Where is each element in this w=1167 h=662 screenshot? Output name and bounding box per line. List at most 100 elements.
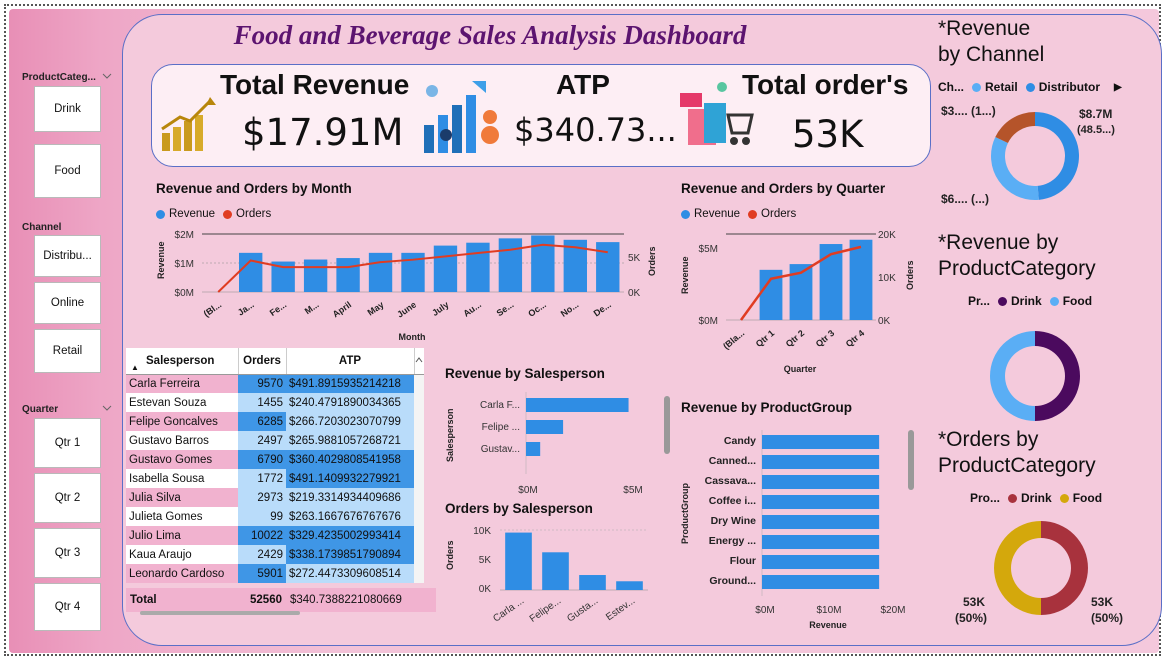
cell-salesperson: Leonardo Cardoso — [126, 564, 238, 583]
revenue-bar — [271, 261, 295, 292]
category-legend: Pr... Drink Food — [968, 294, 1092, 308]
rev-salesperson-chart[interactable]: Salesperson $0M $5M Carla F... Felipe ...… — [440, 392, 670, 496]
table-row[interactable]: Felipe Goncalves 6285 $266.7203023070799 — [126, 412, 424, 431]
table-row[interactable]: Julieta Gomes 99 $263.1667676767676 — [126, 507, 424, 526]
table-row[interactable]: Julia Silva 2973 $219.3314934409686 — [126, 488, 424, 507]
slicer-item-retail[interactable]: Retail — [34, 329, 101, 373]
orders-legend-dot — [223, 209, 233, 219]
slicer-item-distributor[interactable]: Distribu... — [34, 235, 101, 277]
channel-slice — [995, 112, 1035, 144]
column-header-atp[interactable]: ATP — [286, 348, 415, 375]
growth-rocket-icon — [424, 81, 499, 153]
month-left-tick: $1M — [175, 259, 194, 270]
category-slice — [1035, 331, 1080, 421]
sort-ascending-icon: ▲ — [131, 362, 139, 372]
chevron-down-icon[interactable] — [102, 73, 112, 81]
product-group-title: Revenue by ProductGroup — [681, 400, 853, 415]
channel-donut-chart[interactable]: $8.7M (48.5...) $3.... (1...) $6.... (..… — [935, 100, 1135, 210]
product-group-tick: $10M — [816, 605, 841, 616]
food-legend-dot — [1049, 296, 1059, 306]
table-row[interactable]: Kaua Araujo 2429 $338.1739851790894 — [126, 545, 424, 564]
revenue-bar — [789, 264, 813, 320]
table-scroll-up-icon[interactable] — [414, 348, 424, 375]
cell-atp: $263.1667676767676 — [286, 507, 414, 526]
orders-salesperson-chart[interactable]: 10K 5K 0K Orders Carla ... Felipe... Gusta… — [440, 520, 650, 632]
orders-salesperson-tick: 5K — [479, 555, 492, 566]
slicer-item-qtr4[interactable]: Qtr 4 — [34, 583, 101, 631]
product-category-slicer-title: ProductCateg... — [22, 72, 96, 83]
cell-salesperson: Julieta Gomes — [126, 507, 238, 526]
orders-bar — [579, 575, 606, 590]
cell-atp: $272.4473309608514 — [286, 564, 414, 583]
table-scroll-gutter — [414, 412, 424, 431]
orders-donut-label: (50%) — [1091, 611, 1123, 625]
month-tick-label: April — [331, 299, 354, 319]
product-group-chart[interactable]: ProductGroup $0M $10M $20M Revenue Candy… — [676, 430, 916, 634]
quarter-tick-label: (Bla... — [721, 328, 746, 351]
month-chart[interactable]: $2M $1M $0M 5K 0K Revenue Orders Month (… — [150, 224, 670, 354]
slicer-item-online[interactable]: Online — [34, 282, 101, 324]
growth-coins-icon — [161, 97, 216, 151]
distributor-legend-dot — [1025, 82, 1035, 92]
month-tick-label: July — [430, 299, 450, 318]
salesperson-tick-label: Gusta... — [565, 595, 600, 624]
slicer-item-qtr3[interactable]: Qtr 3 — [34, 528, 101, 578]
revenue-legend-dot — [156, 209, 165, 219]
column-header-orders[interactable]: Orders — [238, 348, 287, 375]
table-row[interactable]: Gustavo Gomes 6790 $360.4029808541958 — [126, 450, 424, 469]
table-row[interactable]: Estevan Souza 1455 $240.4791890034365 — [126, 393, 424, 412]
table-total-row: Total 52560 $340.7388221080669 — [126, 588, 436, 612]
column-header-salesperson[interactable]: Salesperson ▲ — [126, 348, 239, 375]
slicer-item-food[interactable]: Food — [34, 144, 101, 198]
month-tick-label: De... — [592, 299, 613, 318]
legend-next-icon[interactable]: ▶ — [1114, 81, 1122, 93]
salesperson-label: Gustav... — [481, 444, 520, 455]
legend-distributor: Distributor — [1038, 80, 1101, 94]
month-tick-label: Se... — [495, 299, 516, 318]
cell-salesperson: Kaua Araujo — [126, 545, 238, 564]
total-revenue-value: $17.91M — [242, 111, 404, 154]
month-tick-label: Au... — [461, 299, 483, 318]
shopping-cart-icon — [680, 82, 754, 145]
cell-atp: $360.4029808541958 — [286, 450, 414, 469]
salesperson-table[interactable]: Salesperson ▲ Orders ATP Carla Ferreira 95… — [126, 348, 424, 583]
orders-donut-chart[interactable]: 53K (50%) 53K (50%) — [935, 518, 1135, 632]
quarter-tick-label: Qtr 1 — [754, 328, 777, 349]
total-atp: $340.7388221080669 — [290, 594, 402, 606]
legend-revenue: Revenue — [169, 208, 216, 220]
month-ylabel: Revenue — [156, 241, 166, 279]
rev-salesperson-scrollbar[interactable] — [664, 396, 670, 454]
category-donut-chart[interactable] — [985, 326, 1085, 426]
quarter-right-tick: 0K — [878, 316, 891, 327]
quarter-chart[interactable]: $5M $0M 20K 10K 0K Revenue Orders Quarte… — [676, 224, 926, 376]
table-row[interactable]: Gustavo Barros 2497 $265.9881057268721 — [126, 431, 424, 450]
table-scroll-gutter — [414, 393, 424, 412]
table-scroll-gutter — [414, 564, 424, 583]
table-horizontal-scrollbar[interactable] — [140, 611, 300, 615]
table-row[interactable]: Carla Ferreira 9570 $491.8915935214218 — [126, 374, 424, 393]
cell-orders: 1772 — [238, 469, 286, 488]
revenue-bar — [762, 455, 880, 469]
product-group-label: Cassava... — [705, 475, 756, 487]
legend-drink: Drink — [1021, 491, 1052, 505]
cell-orders: 2429 — [238, 545, 286, 564]
kpi-card: Total Revenue $17.91M ATP $340.73... Tot… — [151, 64, 931, 167]
cell-orders: 6285 — [238, 412, 286, 431]
slicer-item-qtr1[interactable]: Qtr 1 — [34, 418, 101, 468]
revenue-bar — [762, 475, 880, 489]
revenue-bar — [762, 515, 880, 529]
quarter-xlabel: Quarter — [784, 364, 817, 374]
revenue-bar — [526, 420, 564, 434]
rev-salesperson-ylabel: Salesperson — [445, 408, 455, 462]
orders-salesperson-tick: 10K — [473, 526, 491, 537]
product-group-scrollbar[interactable] — [908, 430, 914, 490]
slicer-item-qtr2[interactable]: Qtr 2 — [34, 473, 101, 523]
table-row[interactable]: Leonardo Cardoso 5901 $272.4473309608514 — [126, 564, 424, 583]
chevron-down-icon[interactable] — [102, 405, 112, 413]
orders-bar — [542, 552, 569, 590]
table-row[interactable]: Julio Lima 10022 $329.4235002993414 — [126, 526, 424, 545]
channel-slice — [991, 136, 1039, 200]
channel-slice — [1035, 112, 1079, 200]
table-row[interactable]: Isabella Sousa 1772 $491.1409932279921 — [126, 469, 424, 488]
slicer-item-drink[interactable]: Drink — [34, 86, 101, 132]
